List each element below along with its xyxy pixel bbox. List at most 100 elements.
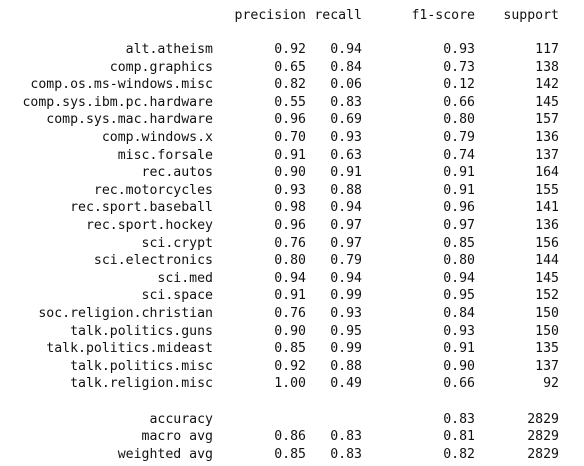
recall-value: 0.83: [330, 429, 362, 445]
class-row: comp.windows.x 0.70 0.93 0.79 136: [0, 129, 584, 146]
precision-value: 0.82: [274, 77, 306, 93]
precision-value: 0.85: [274, 341, 306, 357]
summary-row: macro avg 0.86 0.83 0.81 2829: [0, 428, 584, 445]
row-label: sci.electronics: [93, 253, 213, 269]
row-label: misc.forsale: [117, 147, 213, 163]
support-value: 150: [535, 306, 559, 321]
support-value: 164: [535, 165, 559, 181]
f1-score-value: 0.81: [443, 429, 475, 445]
precision-value: 0.93: [274, 182, 306, 198]
precision-value: 0.98: [274, 200, 306, 216]
support-value: 145: [535, 94, 559, 110]
class-row: talk.religion.misc 1.00 0.49 0.66 92: [0, 375, 584, 392]
precision-value: 0.86: [274, 429, 306, 445]
class-row: rec.sport.baseball 0.98 0.94 0.96 141: [0, 199, 584, 216]
row-label: talk.religion.misc: [70, 376, 213, 392]
class-row: soc.religion.christian 0.76 0.93 0.84 150: [0, 305, 584, 322]
summary-row: weighted avg 0.85 0.83 0.82 2829: [0, 446, 584, 463]
support-value: 156: [535, 235, 559, 251]
precision-value: 0.65: [274, 59, 306, 75]
row-label: comp.windows.x: [101, 130, 213, 145]
row-label: comp.sys.mac.hardware: [46, 112, 213, 128]
row-label: sci.med: [157, 270, 213, 286]
support-value: 2829: [527, 446, 559, 462]
support-value: 2829: [527, 411, 559, 427]
class-row: rec.autos 0.90 0.91 0.91 164: [0, 164, 584, 181]
row-label: weighted avg: [117, 446, 213, 462]
row-label: macro avg: [141, 429, 213, 445]
precision-value: 0.76: [274, 306, 306, 321]
support-value: 138: [535, 59, 559, 75]
recall-value: 0.94: [330, 270, 362, 286]
class-row: comp.sys.mac.hardware 0.96 0.69 0.80 157: [0, 111, 584, 128]
class-row: sci.electronics 0.80 0.79 0.80 144: [0, 252, 584, 269]
precision-value: 0.91: [274, 288, 306, 304]
support-value: 92: [543, 376, 559, 392]
row-label: talk.politics.guns: [70, 323, 213, 339]
f1-score-value: 0.74: [443, 147, 475, 163]
f1-score-value: 0.95: [443, 288, 475, 304]
recall-value: 0.83: [330, 94, 362, 110]
f1-score-value: 0.93: [443, 42, 475, 57]
recall-value: 0.63: [330, 147, 362, 163]
support-value: 136: [535, 218, 559, 233]
class-row: talk.politics.mideast 0.85 0.99 0.91 135: [0, 340, 584, 357]
support-value: 117: [535, 42, 559, 57]
support-value: 135: [535, 341, 559, 357]
precision-value: 0.94: [274, 270, 306, 286]
precision-value: 0.91: [274, 147, 306, 163]
f1-score-value: 0.91: [443, 165, 475, 181]
report-header-row: precision recall f1-score support: [0, 7, 584, 24]
f1-score-value: 0.12: [443, 77, 475, 93]
recall-value: 0.88: [330, 358, 362, 374]
precision-value: 0.90: [274, 165, 306, 181]
row-label: rec.autos: [141, 165, 213, 181]
recall-value: 0.97: [330, 218, 362, 233]
support-value: 136: [535, 130, 559, 145]
row-label: rec.motorcycles: [93, 182, 213, 198]
row-label: comp.graphics: [109, 59, 213, 75]
class-row: sci.crypt 0.76 0.97 0.85 156: [0, 235, 584, 252]
support-value: 2829: [527, 429, 559, 445]
class-row: comp.graphics 0.65 0.84 0.73 138: [0, 59, 584, 76]
class-row: talk.politics.guns 0.90 0.95 0.93 150: [0, 323, 584, 340]
recall-value: 0.06: [330, 77, 362, 93]
precision-value: 0.92: [274, 358, 306, 374]
summary-row: accuracy 0.83 2829: [0, 411, 584, 428]
header-support: support: [503, 8, 559, 23]
support-value: 150: [535, 323, 559, 339]
support-value: 142: [535, 77, 559, 93]
class-row: comp.sys.ibm.pc.hardware 0.55 0.83 0.66 145: [0, 94, 584, 111]
class-row: alt.atheism 0.92 0.94 0.93 117: [0, 41, 584, 58]
f1-score-value: 0.66: [443, 94, 475, 110]
f1-score-value: 0.91: [443, 182, 475, 198]
precision-value: 0.55: [274, 94, 306, 110]
precision-value: 0.70: [274, 130, 306, 145]
recall-value: 0.94: [330, 200, 362, 216]
row-label: talk.politics.misc: [70, 358, 213, 374]
recall-value: 0.79: [330, 253, 362, 269]
recall-value: 0.49: [330, 376, 362, 392]
row-label: comp.sys.ibm.pc.hardware: [22, 94, 213, 110]
precision-value: 0.85: [274, 446, 306, 462]
support-value: 144: [535, 253, 559, 269]
f1-score-value: 0.93: [443, 323, 475, 339]
row-label: alt.atheism: [125, 42, 213, 57]
f1-score-value: 0.73: [443, 59, 475, 75]
header-precision: precision: [234, 8, 306, 23]
support-value: 141: [535, 200, 559, 216]
recall-value: 0.91: [330, 165, 362, 181]
recall-value: 0.83: [330, 446, 362, 462]
class-row: rec.motorcycles 0.93 0.88 0.91 155: [0, 182, 584, 199]
support-value: 157: [535, 112, 559, 128]
recall-value: 0.69: [330, 112, 362, 128]
recall-value: 0.95: [330, 323, 362, 339]
recall-value: 0.93: [330, 306, 362, 321]
support-value: 137: [535, 147, 559, 163]
recall-value: 0.99: [330, 341, 362, 357]
class-row: misc.forsale 0.91 0.63 0.74 137: [0, 147, 584, 164]
header-f1-score: f1-score: [411, 8, 475, 23]
precision-value: 1.00: [274, 376, 306, 392]
recall-value: 0.84: [330, 59, 362, 75]
f1-score-value: 0.85: [443, 235, 475, 251]
